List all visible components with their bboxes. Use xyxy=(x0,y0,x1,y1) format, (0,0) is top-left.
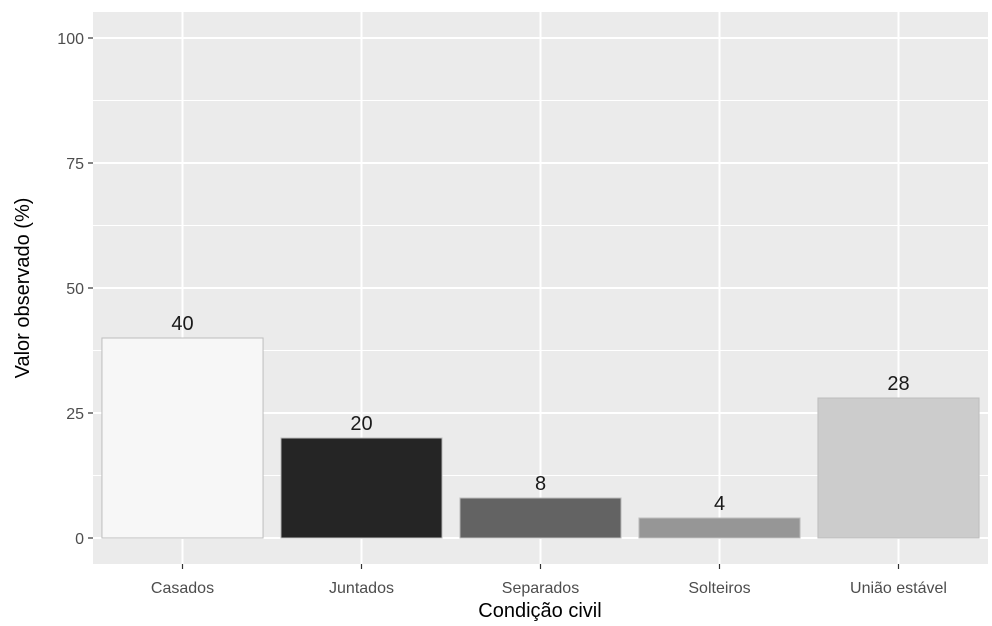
bar-data-label: 8 xyxy=(535,473,546,495)
bar xyxy=(638,517,801,539)
y-tick-label: 100 xyxy=(57,31,84,48)
bar-data-label: 4 xyxy=(714,493,725,515)
y-tick-label: 25 xyxy=(66,406,84,423)
y-axis-title: Valor observado (%) xyxy=(12,198,34,379)
y-tick-label: 50 xyxy=(66,281,84,298)
bar xyxy=(280,437,443,539)
bar xyxy=(459,497,622,539)
bars xyxy=(101,337,980,539)
data-labels: 40 20 8 4 28 xyxy=(171,313,909,515)
y-axis: 0 25 50 75 100 xyxy=(57,31,93,548)
x-tick-label: União estável xyxy=(850,580,947,597)
x-axis-title: Condição civil xyxy=(478,600,601,622)
bar xyxy=(101,337,264,539)
y-tick-label: 75 xyxy=(66,156,84,173)
bar-data-label: 28 xyxy=(887,373,909,395)
bar xyxy=(817,397,980,539)
bar-data-label: 20 xyxy=(350,413,372,435)
x-tick-label: Juntados xyxy=(329,580,394,597)
x-tick-label: Separados xyxy=(502,580,579,597)
bar-data-label: 40 xyxy=(171,313,193,335)
x-tick-label: Solteiros xyxy=(688,580,750,597)
x-axis: Casados Juntados Separados Solteiros União e… xyxy=(151,564,947,597)
x-tick-label: Casados xyxy=(151,580,214,597)
y-tick-label: 0 xyxy=(75,531,84,548)
